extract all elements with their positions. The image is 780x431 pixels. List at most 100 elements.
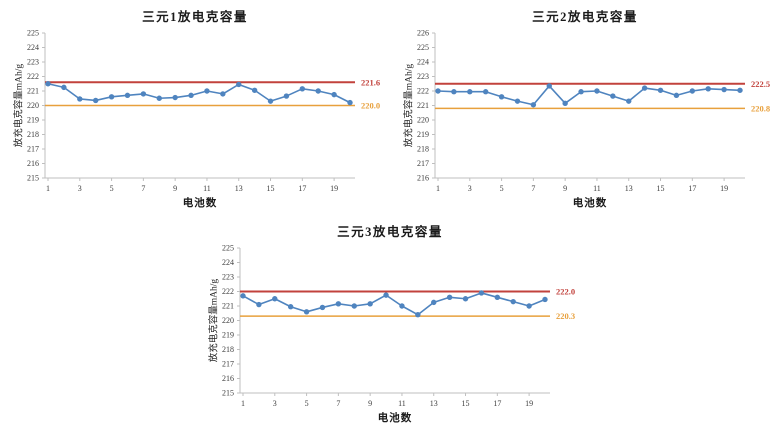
y-tick-label: 222: [417, 87, 429, 96]
y-axis-title: 放充电克容量mAh/g: [14, 63, 25, 148]
x-tick-label: 17: [298, 184, 306, 193]
data-point-marker: [482, 89, 489, 95]
series-line: [47, 82, 351, 104]
y-tick-label: 217: [27, 145, 39, 154]
data-point-marker: [435, 88, 441, 94]
data-point-marker: [331, 91, 337, 98]
x-tick-label: 19: [720, 184, 728, 193]
data-point-marker: [431, 299, 437, 306]
x-tick-label: 7: [336, 399, 340, 408]
x-tick-label: 3: [273, 399, 277, 408]
data-point-marker: [236, 81, 242, 88]
upper-limit-label: 222.5: [751, 79, 770, 89]
x-tick-label: 19: [525, 399, 533, 408]
chart-title: 三元3放电克容量: [337, 225, 443, 239]
y-axis-title: 放充电克容量mAh/g: [404, 63, 415, 148]
data-point-marker: [542, 296, 548, 303]
data-point-marker: [77, 96, 83, 102]
x-tick-label: 15: [657, 184, 665, 193]
bottom-charts-row: 215 216 217 218 219 220 221 222 223 224 225 1 3 5 7 9 11…: [0, 215, 780, 430]
y-tick-label: 218: [27, 130, 39, 139]
data-point-marker: [303, 309, 310, 315]
y-tick-label: 223: [222, 273, 234, 282]
data-point-marker: [467, 89, 473, 95]
data-point-marker: [594, 88, 600, 94]
data-point-marker: [251, 87, 258, 93]
chart-ternary-1: 215 216 217 218 219 220 221 222 223 224 225 1 3 5 7 9 11…: [0, 0, 390, 215]
y-tick-label: 216: [222, 374, 234, 383]
series-line: [242, 292, 546, 316]
data-point-marker: [315, 88, 321, 94]
x-tick-label: 11: [593, 184, 601, 193]
y-tick-label: 219: [222, 331, 234, 340]
x-tick-label: 15: [462, 399, 470, 408]
x-tick-label: 5: [110, 184, 114, 193]
y-tick-label: 220: [27, 101, 39, 110]
x-tick-label: 9: [173, 184, 177, 193]
lower-limit-label: 220.3: [556, 311, 575, 321]
data-point-marker: [287, 304, 294, 310]
data-point-marker: [446, 294, 453, 300]
data-point-marker: [272, 296, 278, 302]
data-point-marker: [451, 89, 457, 95]
y-tick-label: 219: [27, 116, 39, 125]
y-tick-label: 224: [222, 258, 234, 267]
x-tick-label: 17: [493, 399, 501, 408]
x-tick-label: 1: [436, 184, 440, 193]
y-tick-label: 218: [222, 345, 234, 354]
y-tick-label: 222: [222, 287, 234, 296]
x-tick-label: 9: [563, 184, 567, 193]
data-point-marker: [319, 304, 326, 311]
data-point-marker: [92, 97, 99, 104]
x-tick-label: 11: [398, 399, 406, 408]
x-tick-label: 1: [241, 399, 245, 408]
data-point-marker: [267, 98, 274, 104]
x-axis-title: 电池数: [572, 198, 608, 209]
lower-limit-label: 220.8: [751, 103, 770, 113]
x-tick-label: 3: [78, 184, 82, 193]
data-point-marker: [494, 294, 501, 300]
y-tick-label: 219: [417, 130, 429, 139]
chart-ternary-3: 215 216 217 218 219 220 221 222 223 224 225 1 3 5 7 9 11…: [195, 215, 585, 430]
y-tick-label: 215: [222, 389, 234, 398]
x-tick-label: 19: [330, 184, 338, 193]
series-line: [437, 85, 741, 106]
x-tick-label: 13: [625, 184, 633, 193]
y-tick-label: 217: [417, 159, 429, 168]
y-tick-label: 216: [27, 159, 39, 168]
upper-limit-label: 221.6: [361, 77, 380, 87]
y-tick-label: 220: [417, 116, 429, 125]
y-tick-label: 217: [222, 360, 234, 369]
data-point-marker: [526, 303, 532, 309]
y-tick-label: 223: [417, 72, 429, 81]
y-tick-label: 223: [27, 58, 39, 67]
data-point-marker: [415, 312, 421, 318]
data-point-marker: [351, 303, 357, 309]
y-tick-label: 226: [417, 29, 429, 38]
data-point-marker: [510, 298, 516, 305]
data-point-marker: [514, 98, 521, 104]
x-tick-label: 9: [368, 399, 372, 408]
data-point-marker: [383, 292, 389, 298]
y-tick-label: 225: [417, 43, 429, 52]
x-tick-label: 17: [688, 184, 696, 193]
data-point-marker: [45, 81, 51, 87]
x-axis-title: 电池数: [377, 413, 413, 424]
data-point-marker: [140, 91, 147, 97]
x-tick-label: 11: [203, 184, 211, 193]
x-tick-label: 1: [46, 184, 50, 193]
x-tick-label: 7: [141, 184, 145, 193]
data-point-marker: [367, 301, 373, 307]
x-tick-label: 5: [305, 399, 309, 408]
data-point-marker: [689, 88, 696, 94]
x-tick-label: 13: [235, 184, 243, 193]
data-point-marker: [204, 88, 210, 94]
y-tick-label: 222: [27, 72, 39, 81]
lower-limit-label: 220.0: [361, 101, 380, 111]
chart-title: 三元1放电克容量: [142, 10, 248, 24]
y-tick-label: 224: [417, 58, 429, 67]
data-point-marker: [283, 93, 290, 99]
data-point-marker: [478, 290, 485, 296]
